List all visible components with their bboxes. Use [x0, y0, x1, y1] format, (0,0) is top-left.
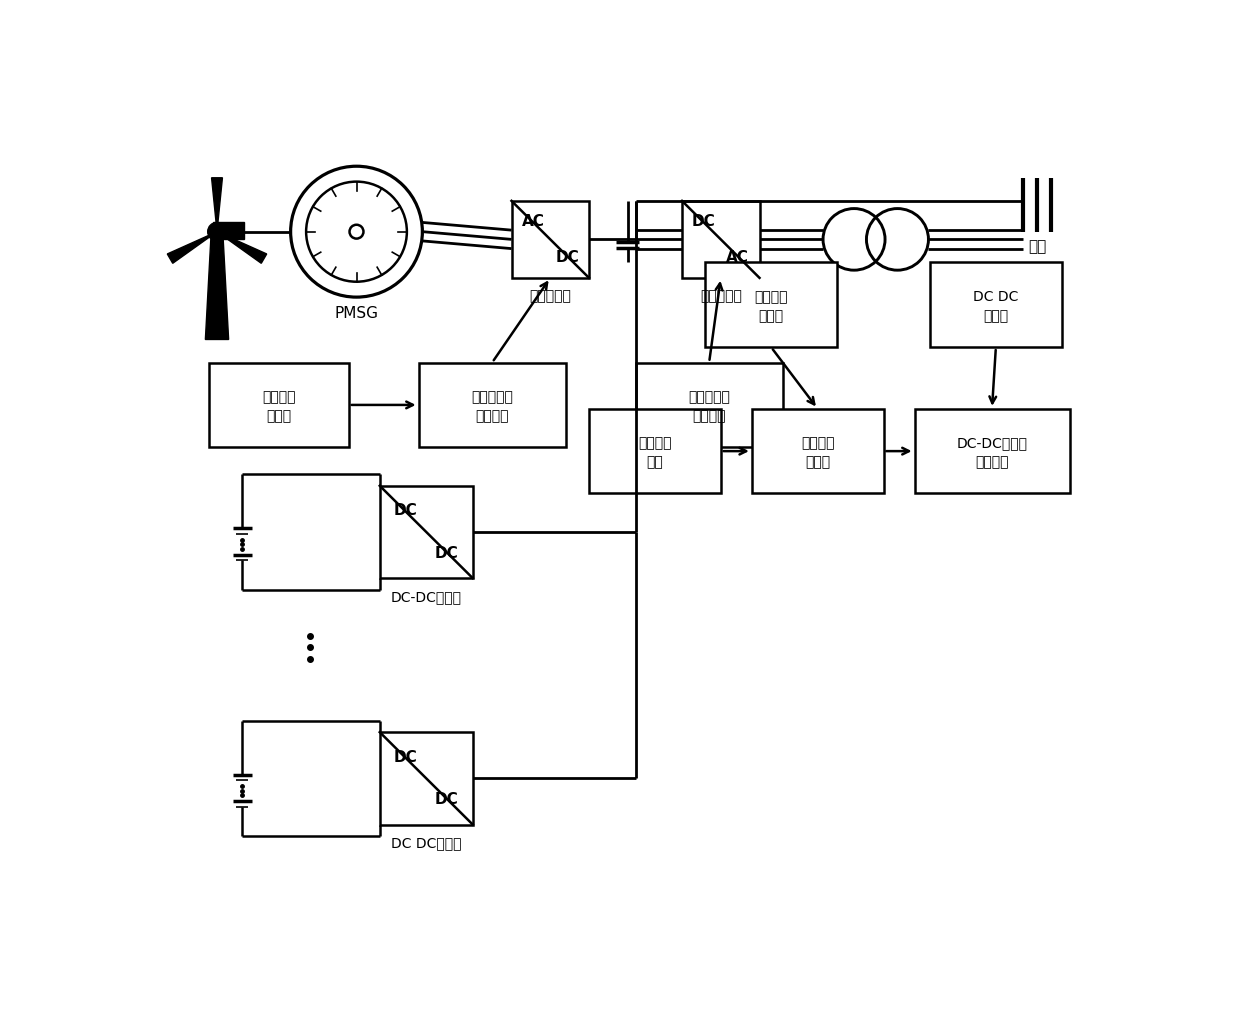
Bar [751, 409, 883, 493]
Text: DC: DC [435, 546, 459, 561]
Bar [682, 201, 759, 278]
Text: 机侧变流器: 机侧变流器 [529, 290, 572, 304]
Polygon shape [206, 239, 228, 339]
Text: 机侧转矩: 机侧转矩 [262, 390, 296, 404]
Bar [511, 201, 589, 278]
Text: DC-DC变换器: DC-DC变换器 [956, 437, 1028, 451]
Text: DC: DC [435, 792, 459, 807]
Text: 控制系统: 控制系统 [975, 456, 1009, 470]
Text: AC: AC [522, 214, 544, 229]
Text: 风储协调: 风储协调 [754, 290, 787, 304]
Bar [930, 262, 1061, 347]
Polygon shape [213, 223, 244, 239]
Bar [635, 363, 782, 448]
Text: 变换器: 变换器 [983, 309, 1008, 323]
Text: PMSG: PMSG [335, 306, 378, 321]
Text: DC: DC [556, 249, 579, 264]
Text: 储能协调: 储能协调 [801, 437, 835, 451]
Text: 控制器: 控制器 [267, 409, 291, 423]
Text: 系统: 系统 [646, 456, 663, 470]
Bar [419, 363, 565, 448]
Text: DC: DC [394, 503, 418, 519]
Text: 网侧变流器: 网侧变流器 [699, 290, 742, 304]
Bar [706, 262, 837, 347]
Circle shape [207, 223, 226, 241]
Text: 网侧变流器: 网侧变流器 [688, 390, 730, 404]
Text: 电池管理: 电池管理 [639, 437, 672, 451]
Text: 控制层: 控制层 [805, 456, 831, 470]
Text: 控制系统: 控制系统 [692, 409, 725, 423]
Text: 控制系统: 控制系统 [475, 409, 508, 423]
Text: 控制层: 控制层 [759, 309, 784, 323]
Text: AC: AC [727, 249, 749, 264]
Text: DC DC: DC DC [973, 290, 1018, 304]
Bar [915, 409, 1069, 493]
Bar [589, 409, 720, 493]
Text: DC-DC变换器: DC-DC变换器 [391, 590, 461, 604]
Text: 电网: 电网 [1028, 239, 1047, 254]
Bar [210, 363, 348, 448]
Text: DC: DC [692, 214, 715, 229]
Polygon shape [212, 177, 222, 232]
Polygon shape [167, 232, 217, 263]
Text: DC DC变换器: DC DC变换器 [391, 836, 461, 850]
Text: DC: DC [394, 750, 418, 765]
Bar [379, 732, 472, 825]
Text: 机侧变流器: 机侧变流器 [471, 390, 513, 404]
Polygon shape [217, 232, 267, 263]
Bar [379, 486, 472, 578]
